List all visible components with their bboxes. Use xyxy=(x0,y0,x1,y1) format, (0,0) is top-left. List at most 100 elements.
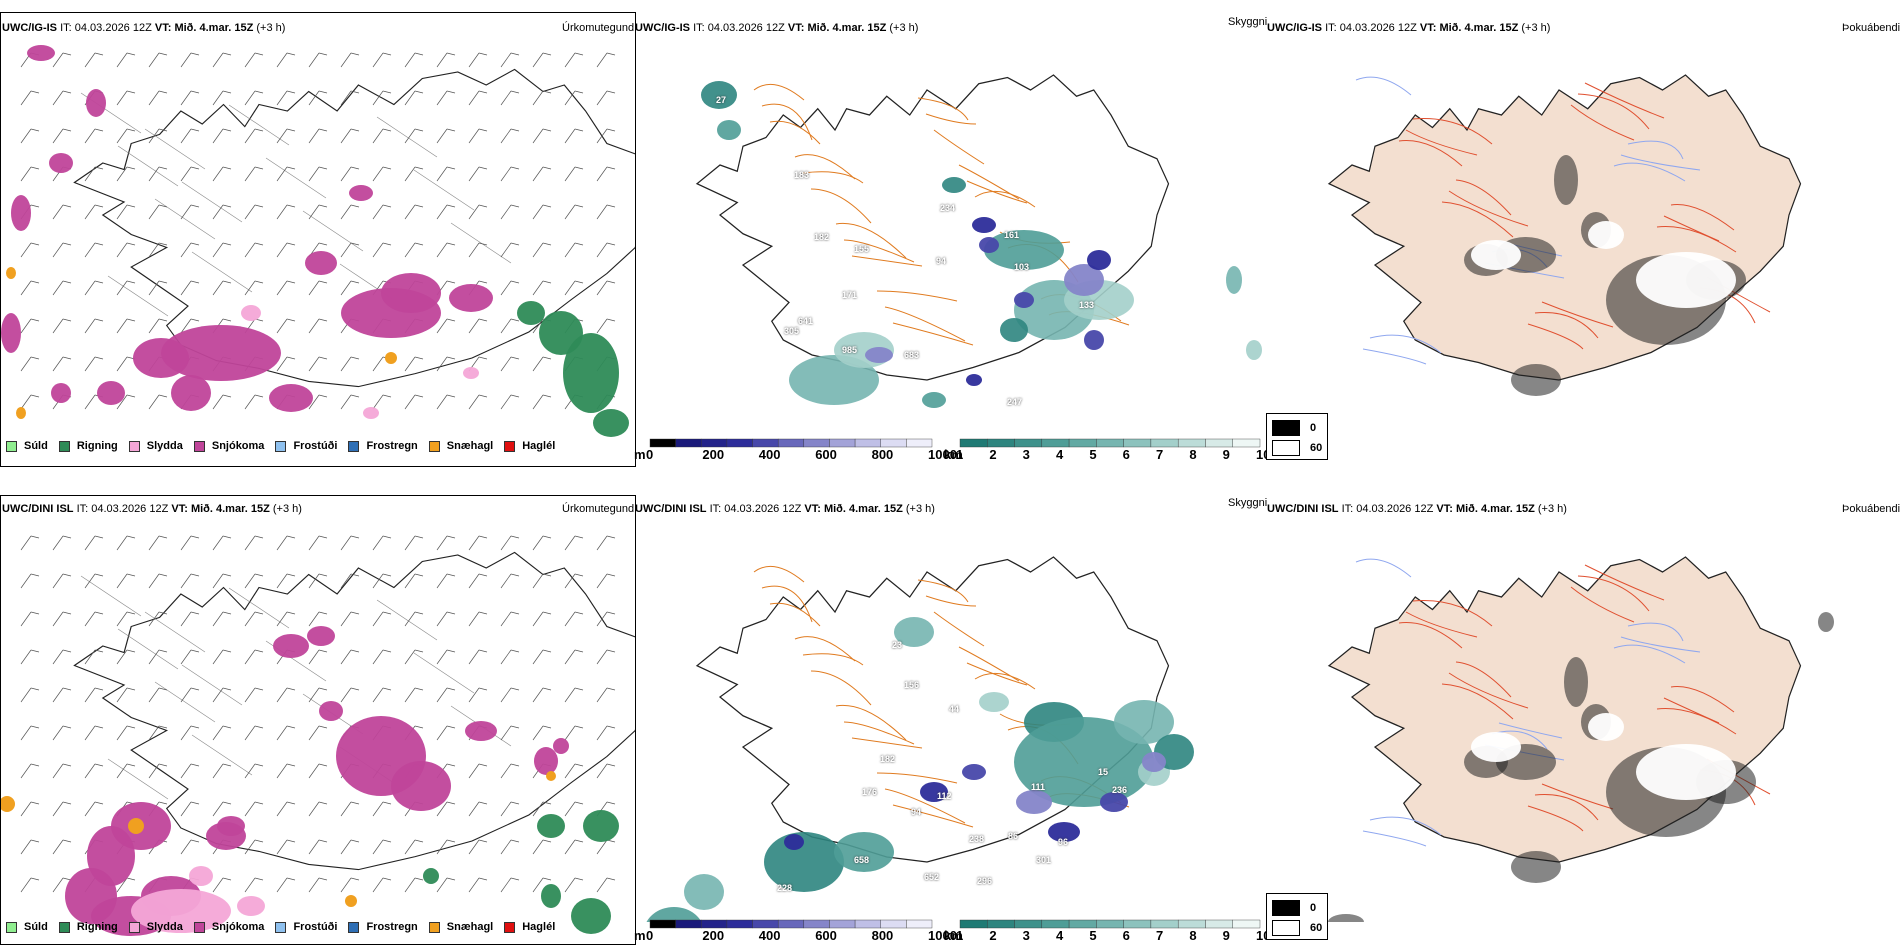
wind-barb-feather xyxy=(254,204,264,208)
wind-barb-feather xyxy=(542,52,552,56)
wind-barb xyxy=(20,318,32,334)
snow-area xyxy=(133,338,189,378)
wind-barb-feather xyxy=(318,242,328,246)
wind-barb xyxy=(468,204,480,220)
wind-barb xyxy=(84,318,96,334)
wind-barb-feather xyxy=(318,52,328,56)
wind-barb xyxy=(404,128,416,144)
wind-barb-feather xyxy=(254,725,264,729)
wind-barb xyxy=(532,839,544,855)
wind-barb xyxy=(532,611,544,627)
wind-barb-feather xyxy=(126,204,136,208)
wind-barb-feather xyxy=(126,725,136,729)
road-line xyxy=(761,103,813,141)
wind-barb-feather xyxy=(158,394,168,398)
cloud-base-marker: 94 xyxy=(936,256,947,266)
wind-barb-feather xyxy=(574,573,584,577)
colorbar-segment xyxy=(777,919,805,929)
wind-barb xyxy=(532,801,544,817)
wind-barb-feather xyxy=(318,763,328,767)
wind-barb-feather xyxy=(446,394,456,398)
wind-barb-feather xyxy=(574,763,584,767)
wind-barb-feather xyxy=(606,242,616,246)
cloud-base-marker: 247 xyxy=(1007,397,1023,407)
wind-barb xyxy=(116,204,128,220)
height-legend-row2: m 0 200 400 600 800 1000 xyxy=(634,918,957,943)
wind-barb xyxy=(500,128,512,144)
wind-barb-feather xyxy=(510,394,520,398)
cloud-base-marker: 112 xyxy=(937,791,952,801)
wind-barb-feather xyxy=(382,90,392,94)
visibility-colorbar xyxy=(959,919,1261,929)
wind-barb-feather xyxy=(222,90,232,94)
wind-barb xyxy=(84,128,96,144)
wind-barb xyxy=(468,242,480,258)
wind-barb-feather xyxy=(126,242,136,246)
wind-barb xyxy=(532,128,544,144)
header-fog-row1: UWC/IG-IS IT: 04.03.2026 12Z VT: Mið. 4.… xyxy=(1267,22,1551,34)
fog-area xyxy=(1554,155,1578,205)
road-line xyxy=(1670,204,1735,231)
wind-barb xyxy=(500,763,512,779)
wind-barb-feather xyxy=(126,128,136,132)
wind-barb-feather xyxy=(222,649,232,653)
wind-barb-feather xyxy=(62,725,72,729)
colorbar-tick-label: 9 xyxy=(1222,928,1230,943)
road-line xyxy=(892,322,974,346)
wind-barb-feather xyxy=(350,649,360,653)
wind-barb xyxy=(596,877,608,893)
wind-barb xyxy=(20,687,32,703)
road-line xyxy=(1663,697,1720,724)
wind-barb-feather xyxy=(446,763,456,767)
wind-barb-feather xyxy=(542,204,552,208)
colorbar-segment xyxy=(675,438,702,448)
wind-barb xyxy=(436,839,448,855)
wind-barb-feather xyxy=(510,242,520,246)
wind-barb-feather xyxy=(606,687,616,691)
wind-barb-feather xyxy=(94,573,104,577)
wind-barb xyxy=(148,166,160,182)
wind-barb-feather xyxy=(126,52,136,56)
wind-barb-feather xyxy=(510,573,520,577)
wind-barb-feather xyxy=(222,573,232,577)
wind-barb xyxy=(372,90,384,106)
legend-label: Slydda xyxy=(146,440,183,452)
wind-barb xyxy=(500,839,512,855)
wind-barb xyxy=(308,611,320,627)
wind-barb-feather xyxy=(286,280,296,284)
wind-barb-feather xyxy=(350,801,360,805)
road-line xyxy=(107,758,169,800)
wind-barb xyxy=(340,687,352,703)
wind-barb xyxy=(468,839,480,855)
wind-barb xyxy=(20,242,32,258)
wind-barb-feather xyxy=(318,535,328,539)
wind-barb-feather xyxy=(542,839,552,843)
colorbar-segment xyxy=(1014,438,1043,448)
wind-barb xyxy=(212,394,224,410)
wind-barb-feather xyxy=(446,687,456,691)
legend-label: Rigning xyxy=(76,921,118,933)
wind-barb-feather xyxy=(254,52,264,56)
road-line xyxy=(1570,586,1635,623)
legend-label: Snæhagl xyxy=(446,921,494,933)
fog-legend-swatch xyxy=(1272,920,1300,936)
colorbar-segment xyxy=(803,919,830,929)
road-line xyxy=(117,145,179,187)
road-line xyxy=(265,157,327,199)
wind-barb-feather xyxy=(254,763,264,767)
visibility-area xyxy=(834,832,894,872)
wind-barb-feather xyxy=(286,573,296,577)
wind-barb xyxy=(532,573,544,589)
cloud-base-marker: 228 xyxy=(777,883,793,893)
wind-barb xyxy=(500,394,512,410)
wind-barb-feather xyxy=(94,52,104,56)
cloud-base-marker: 183 xyxy=(794,170,810,180)
wind-barb-feather xyxy=(446,204,456,208)
wind-barb-feather xyxy=(478,877,488,881)
wind-barb-feather xyxy=(446,801,456,805)
wind-barb-feather xyxy=(254,649,264,653)
wind-barb-feather xyxy=(414,535,424,539)
fog-map-canvas xyxy=(1327,556,1834,922)
wind-barb xyxy=(564,52,576,68)
wind-barb xyxy=(180,318,192,334)
